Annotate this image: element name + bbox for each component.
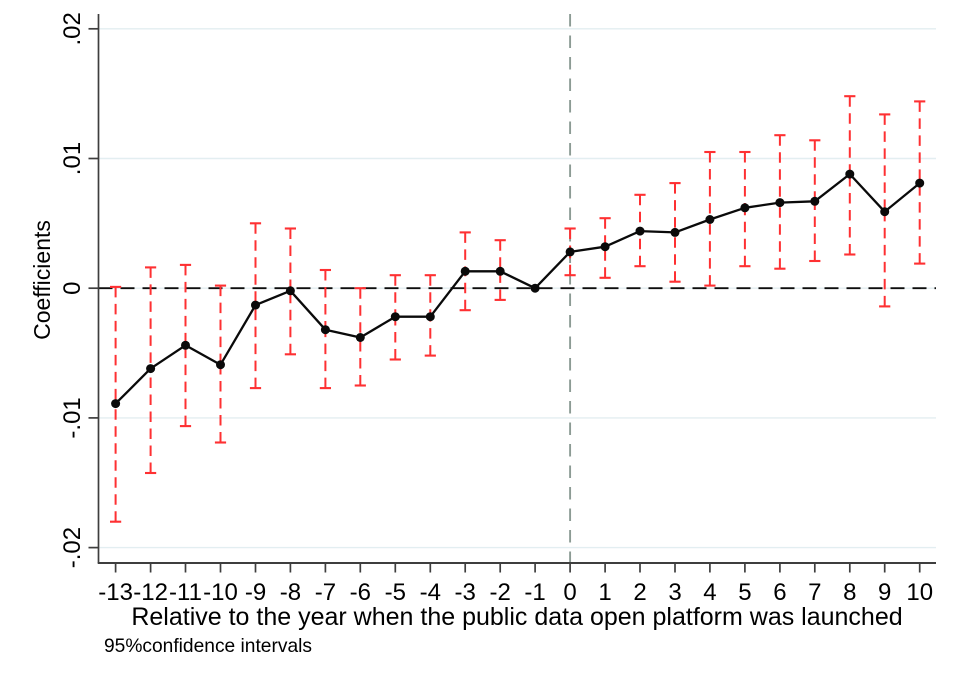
svg-text:.01: .01 — [59, 142, 86, 175]
svg-text:0: 0 — [59, 282, 86, 295]
svg-text:1: 1 — [598, 579, 611, 606]
svg-text:-13: -13 — [98, 579, 133, 606]
svg-text:Coefficients: Coefficients — [29, 220, 55, 340]
svg-text:-12: -12 — [133, 579, 168, 606]
svg-text:6: 6 — [773, 579, 786, 606]
svg-text:2: 2 — [633, 579, 646, 606]
svg-text:0: 0 — [563, 579, 576, 606]
svg-text:-.02: -.02 — [59, 527, 86, 568]
svg-text:-4: -4 — [420, 579, 441, 606]
svg-text:95%confidence intervals: 95%confidence intervals — [104, 636, 312, 657]
svg-text:-5: -5 — [385, 579, 406, 606]
svg-text:5: 5 — [738, 579, 751, 606]
svg-text:-9: -9 — [245, 579, 266, 606]
svg-text:9: 9 — [878, 579, 891, 606]
svg-text:-8: -8 — [280, 579, 301, 606]
svg-text:.02: .02 — [59, 12, 86, 45]
svg-text:4: 4 — [703, 579, 716, 606]
svg-text:Relative to the year when the: Relative to the year when the public dat… — [131, 603, 902, 631]
svg-text:-2: -2 — [490, 579, 511, 606]
svg-text:-6: -6 — [350, 579, 371, 606]
svg-text:10: 10 — [906, 579, 933, 606]
svg-text:7: 7 — [808, 579, 821, 606]
svg-text:3: 3 — [668, 579, 681, 606]
svg-text:8: 8 — [843, 579, 856, 606]
svg-text:-1: -1 — [524, 579, 545, 606]
svg-text:-10: -10 — [203, 579, 238, 606]
svg-text:-.01: -.01 — [59, 397, 86, 438]
svg-text:-7: -7 — [315, 579, 336, 606]
svg-text:-3: -3 — [455, 579, 476, 606]
svg-text:-11: -11 — [169, 579, 202, 606]
